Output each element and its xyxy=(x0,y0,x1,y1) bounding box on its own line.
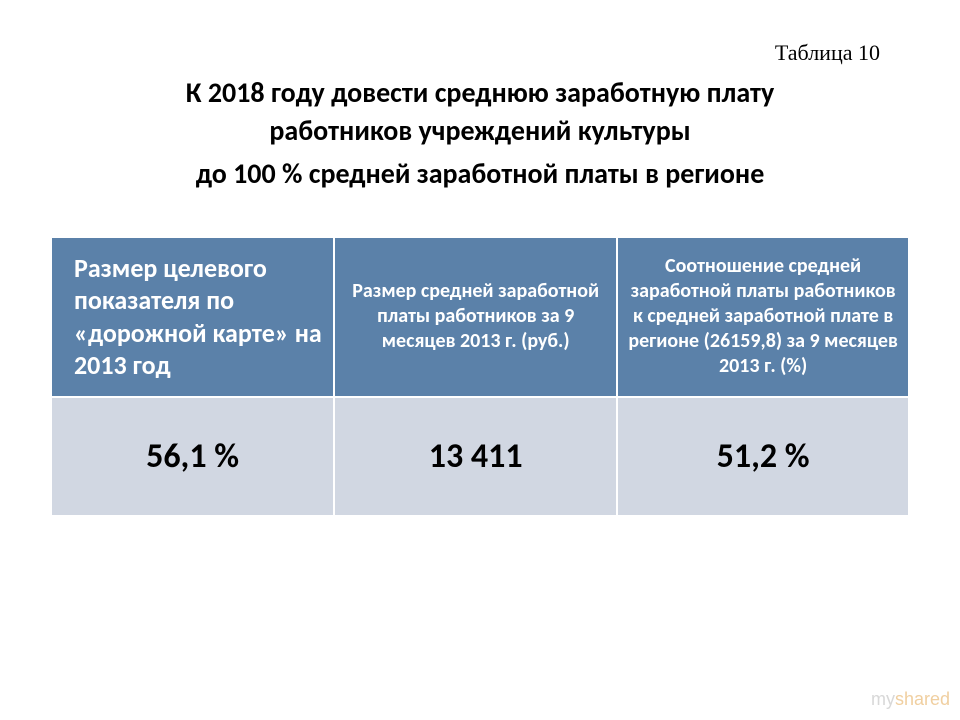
data-table: Размер целевого показателя по «дорожной … xyxy=(50,236,910,517)
watermark-part2: shared xyxy=(895,689,950,709)
data-cell-2: 13 411 xyxy=(334,397,617,516)
header-row: Размер целевого показателя по «дорожной … xyxy=(51,237,909,397)
data-row: 56,1 % 13 411 51,2 % xyxy=(51,397,909,516)
watermark-part1: my xyxy=(871,689,895,709)
header-cell-3: Соотношение средней заработной платы раб… xyxy=(617,237,909,397)
data-cell-1: 56,1 % xyxy=(51,397,334,516)
header-cell-2: Размер средней заработной платы работник… xyxy=(334,237,617,397)
table-number: Таблица 10 xyxy=(50,40,910,66)
title-line-3: до 100 % средней заработной платы в реги… xyxy=(50,156,910,191)
title-line-2: работников учреждений культуры xyxy=(50,112,910,150)
data-cell-3: 51,2 % xyxy=(617,397,909,516)
title-line-1: К 2018 году довести среднюю заработную п… xyxy=(50,74,910,112)
header-cell-1: Размер целевого показателя по «дорожной … xyxy=(51,237,334,397)
title-block: К 2018 году довести среднюю заработную п… xyxy=(50,74,910,191)
watermark: myshared xyxy=(871,689,950,710)
